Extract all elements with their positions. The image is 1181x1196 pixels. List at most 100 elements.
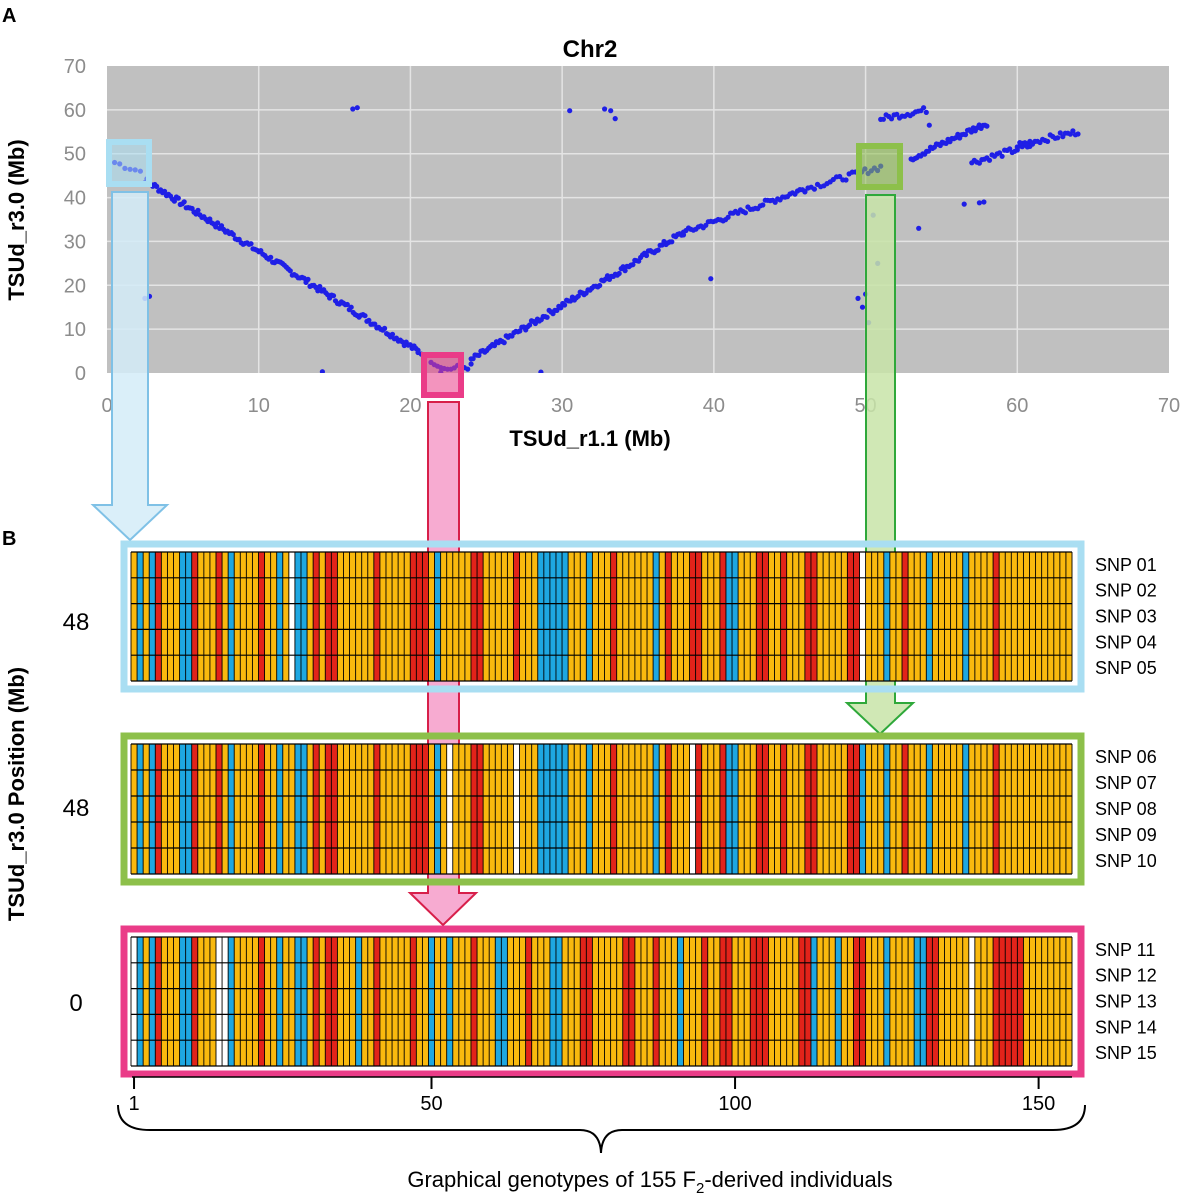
- position-label: 48: [63, 609, 90, 636]
- genotype-cell: [167, 552, 174, 681]
- genotype-cell: [877, 744, 884, 874]
- genotype-cell: [792, 744, 800, 874]
- panel-a-label: A: [2, 5, 16, 27]
- snp-label: SNP 03: [1095, 607, 1157, 627]
- genotype-cell: [398, 744, 405, 874]
- genotype-cell: [307, 552, 314, 681]
- snp-label: SNP 12: [1095, 966, 1157, 986]
- genotype-cell: [841, 552, 848, 681]
- genotype-cell: [452, 552, 460, 681]
- y-tick-labels: 0 10 20 30 40 50 60 70: [64, 56, 86, 385]
- snp-label: SNP 13: [1095, 992, 1157, 1012]
- genotype-cell: [640, 552, 648, 681]
- genotype-cell: [131, 744, 138, 874]
- genotype-cell: [361, 937, 368, 1066]
- genotype-cell: [895, 552, 903, 681]
- panel-b-ylabel: TSUd_r3.0 Position (Mb): [4, 667, 29, 921]
- genotype-cell: [495, 937, 502, 1066]
- panel-b-label: B: [2, 528, 16, 550]
- genotype-cell: [234, 937, 241, 1066]
- x-tick-label: 30: [551, 395, 573, 417]
- genotype-cell: [987, 744, 994, 874]
- x-tick-label: 40: [703, 395, 725, 417]
- genotype-cell: [993, 937, 1000, 1066]
- snp-label: SNP 06: [1095, 747, 1157, 767]
- genotype-cell: [197, 937, 205, 1066]
- genotype-cell: [543, 744, 551, 874]
- genotype-cell: [1059, 937, 1067, 1066]
- scatter-point: [558, 305, 564, 311]
- genotype-cell: [719, 744, 727, 874]
- genotype-cell: [1059, 552, 1067, 681]
- genotype-cell: [926, 552, 933, 681]
- genotype-cell: [835, 937, 842, 1066]
- genotype-cell: [458, 937, 466, 1066]
- genotype-cell: [956, 744, 963, 874]
- genotype-cell: [993, 744, 1000, 874]
- genotype-cell: [1023, 552, 1030, 681]
- genotype-cell: [258, 552, 265, 681]
- genotype-cell: [920, 744, 927, 874]
- scatter-point: [476, 352, 482, 358]
- genotype-cell: [604, 937, 611, 1066]
- scatter-point: [181, 199, 187, 205]
- genotype-cell: [598, 552, 605, 681]
- genotype-cell: [738, 552, 745, 681]
- genotype-cell: [659, 552, 666, 681]
- genotype-cell: [367, 744, 375, 874]
- genotype-cell: [798, 744, 806, 874]
- genotype-cell: [294, 552, 302, 681]
- genotype-cell: [331, 937, 338, 1066]
- snp-label: SNP 11: [1095, 940, 1155, 960]
- snp-label: SNP 15: [1095, 1043, 1157, 1063]
- scatter-point: [680, 232, 687, 238]
- genotype-cell: [568, 552, 575, 681]
- genotype-cell: [738, 937, 745, 1066]
- scatter-point: [630, 262, 636, 268]
- genotype-cell: [477, 552, 484, 681]
- genotype-cell: [914, 937, 921, 1066]
- snp-label: SNP 10: [1095, 851, 1157, 871]
- scatter-point: [1014, 144, 1020, 150]
- scatter-point: [643, 252, 650, 259]
- genotype-cell: [392, 937, 399, 1066]
- individual-tick-label: 50: [420, 1093, 442, 1115]
- genotype-cell: [288, 937, 296, 1066]
- green-arrow: [844, 194, 916, 736]
- genotype-cell: [464, 937, 472, 1066]
- scatter-point: [175, 195, 181, 201]
- genotype-cell: [349, 744, 356, 874]
- genotype-cell: [264, 552, 271, 681]
- scatter-point: [287, 268, 293, 274]
- genotype-cell: [768, 552, 775, 681]
- genotype-cell: [367, 937, 375, 1066]
- genotype-cell: [191, 744, 198, 874]
- genotype-panel: SNP 01 SNP 02 SNP 03 SNP 04 SNP 05 48: [63, 540, 1157, 693]
- scatter-point: [811, 186, 818, 192]
- snp-label: SNP 08: [1095, 799, 1157, 819]
- genotype-cell: [355, 552, 362, 681]
- genotype-cell: [768, 937, 775, 1066]
- genotype-cell: [197, 552, 205, 681]
- genotype-cell: [1035, 744, 1042, 874]
- genotype-cell: [264, 744, 271, 874]
- genotype-cell: [1035, 937, 1042, 1066]
- genotype-cell: [847, 937, 854, 1066]
- y-tick-label: 20: [64, 275, 86, 297]
- genotype-cell: [325, 744, 332, 874]
- genotype-cell: [628, 744, 636, 874]
- genotype-cell: [531, 937, 538, 1066]
- genotype-cell: [1053, 937, 1061, 1066]
- genotype-cell: [155, 937, 162, 1066]
- genotype-cell: [361, 744, 368, 874]
- genotype-cell: [732, 744, 739, 874]
- scatter-point: [622, 268, 628, 274]
- genotype-cell: [622, 937, 630, 1066]
- genotype-cell: [768, 744, 775, 874]
- genotype-cell: [780, 744, 787, 874]
- genotype-cell: [774, 937, 781, 1066]
- genotype-cell: [276, 744, 283, 874]
- genotype-cell: [343, 552, 350, 681]
- genotype-cell: [719, 937, 727, 1066]
